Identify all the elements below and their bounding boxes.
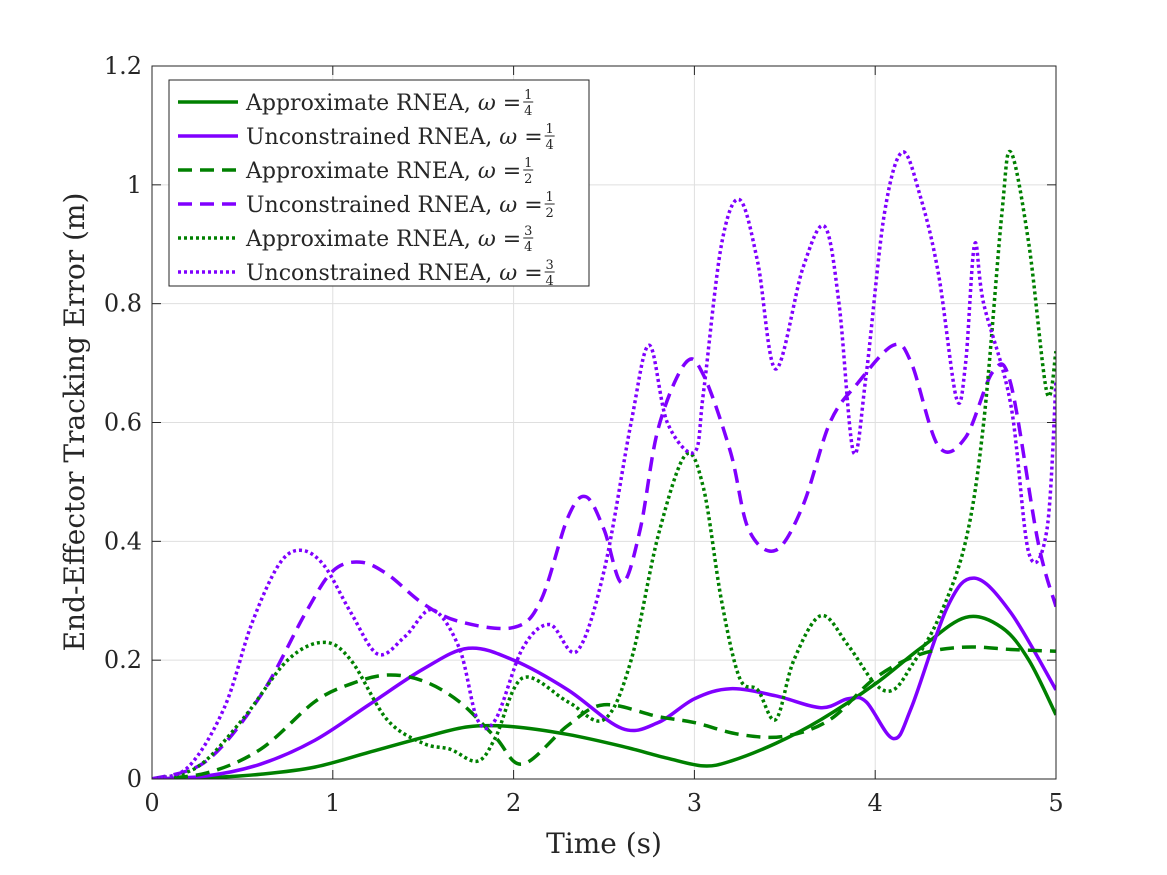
legend-fraction-denominator: 4 (546, 274, 554, 289)
x-tick-label: 1 (325, 789, 340, 817)
y-tick-label: 0.4 (104, 527, 142, 555)
legend-omega: ω (478, 159, 496, 184)
legend-omega: ω (499, 261, 517, 286)
legend-fraction-numerator: 1 (546, 122, 554, 137)
legend-equals: = (496, 227, 521, 252)
legend-equals: = (517, 125, 542, 150)
y-tick-label: 0.6 (104, 409, 142, 437)
legend-fraction-numerator: 1 (524, 88, 532, 103)
legend-entry-6: Unconstrained RNEA, ω = (246, 261, 543, 286)
legend-omega: ω (478, 227, 496, 252)
x-tick-label: 3 (687, 789, 702, 817)
series-line-1 (152, 614, 1056, 779)
legend-fraction-denominator: 2 (524, 172, 532, 187)
legend-fraction-denominator: 4 (524, 104, 532, 119)
legend-equals: = (496, 91, 521, 116)
series-line-6 (152, 150, 1056, 779)
legend-fraction-denominator: 2 (546, 206, 554, 221)
legend-omega: ω (499, 193, 517, 218)
x-axis-label: Time (s) (546, 827, 662, 860)
legend-entry-1: Approximate RNEA, ω = (245, 91, 521, 116)
legend-entry-2: Unconstrained RNEA, ω = (246, 125, 543, 150)
legend-fraction-numerator: 1 (524, 156, 532, 171)
y-tick-label: 0.2 (104, 646, 142, 674)
legend-fraction-numerator: 3 (546, 258, 554, 273)
legend-omega: ω (499, 125, 517, 150)
legend-equals: = (496, 159, 521, 184)
legend-fraction-numerator: 3 (524, 224, 532, 239)
x-tick-label: 2 (506, 789, 521, 817)
y-tick-label: 0.8 (104, 290, 142, 318)
legend-entry-3: Approximate RNEA, ω = (245, 159, 521, 184)
x-tick-label: 4 (868, 789, 883, 817)
legend-fraction-denominator: 4 (524, 240, 532, 255)
legend-fraction-denominator: 4 (546, 138, 554, 153)
x-tick-label: 5 (1048, 789, 1063, 817)
legend-entry-4: Unconstrained RNEA, ω = (246, 193, 543, 218)
legend-box (168, 79, 590, 287)
legend-fraction-numerator: 1 (546, 190, 554, 205)
legend-entry-5: Approximate RNEA, ω = (245, 227, 521, 252)
y-tick-label: 1 (127, 171, 142, 199)
x-tick-label: 0 (144, 789, 159, 817)
legend-equals: = (517, 261, 542, 286)
legend-equals: = (517, 193, 542, 218)
series-group (152, 149, 1056, 779)
y-tick-label: 0 (127, 765, 142, 793)
y-tick-label: 1.2 (104, 52, 142, 80)
y-axis-label: End-Effector Tracking Error (m) (58, 193, 91, 652)
legend-omega: ω (478, 91, 496, 116)
ticks: 0 1 2 3 4 500.20.40.60.811.2 (104, 52, 1064, 817)
